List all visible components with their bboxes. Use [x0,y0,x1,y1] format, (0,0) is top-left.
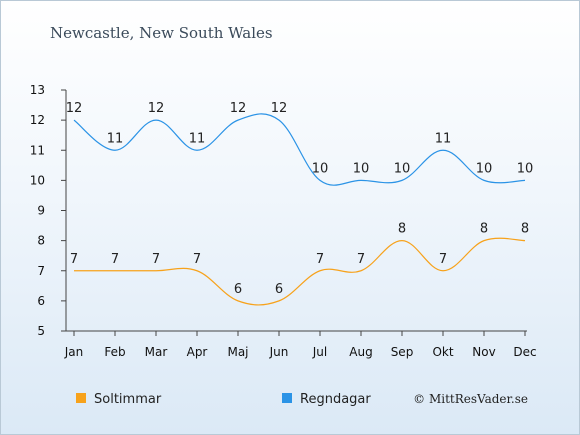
legend-label-soltimmar: Soltimmar [94,392,162,407]
x-tick-label: Mar [145,345,168,359]
data-label-regndagar: 10 [517,161,534,176]
data-label-regndagar: 10 [476,161,493,176]
x-tick-label: Jul [312,345,327,359]
data-label-regndagar: 12 [271,101,288,116]
y-tick-label: 8 [37,234,45,248]
x-tick-label: Jun [269,345,289,359]
data-labels: 7 7 7 7 6 6 7 7 8 7 8 8 12 11 12 11 12 12 10 10 10 11 10 10 [66,101,534,297]
data-label-soltimmar: 8 [480,222,488,237]
data-label-soltimmar: 8 [398,222,406,237]
data-label-soltimmar: 7 [316,252,324,267]
data-label-soltimmar: 7 [193,252,201,267]
data-label-soltimmar: 7 [152,252,160,267]
x-tick-label: Jan [64,345,84,359]
x-tick-label: Nov [472,345,495,359]
x-tick-label: Maj [227,345,248,359]
legend: Soltimmar Regndagar [76,392,371,407]
data-label-regndagar: 12 [148,101,165,116]
chart-axes: 5 6 7 8 9 10 11 12 13 Jan Feb Mar Apr Maj Jun Jul Aug Sep… [30,83,537,359]
series-lines [73,113,526,306]
data-label-regndagar: 12 [66,101,83,116]
y-tick-label: 5 [37,324,45,338]
x-tick-label: Okt [432,345,453,359]
data-label-regndagar: 10 [312,161,329,176]
series-line-soltimmar [73,237,526,306]
copyright-text: © MittResVader.se [413,392,528,406]
y-tick-label: 11 [30,143,45,157]
y-tick-label: 13 [30,83,45,97]
data-label-soltimmar: 6 [275,282,283,297]
y-tick-label: 6 [37,294,45,308]
y-tick-label: 9 [37,204,45,218]
x-tick-label: Apr [187,345,208,359]
data-label-soltimmar: 7 [111,252,119,267]
data-label-regndagar: 10 [353,161,370,176]
data-label-soltimmar: 6 [234,282,242,297]
y-tick-label: 10 [30,173,45,187]
legend-swatch-soltimmar [76,393,86,403]
x-tick-label: Dec [513,345,536,359]
data-label-regndagar: 11 [435,131,452,146]
data-label-regndagar: 11 [107,131,124,146]
x-tick-label: Feb [104,345,125,359]
data-label-regndagar: 10 [394,161,411,176]
chart-title: Newcastle, New South Wales [50,24,273,42]
x-tick-label: Aug [349,345,372,359]
y-tick-label: 12 [30,113,45,127]
data-label-soltimmar: 7 [70,252,78,267]
data-label-regndagar: 11 [189,131,206,146]
legend-label-regndagar: Regndagar [300,392,371,407]
data-label-regndagar: 12 [230,101,247,116]
data-label-soltimmar: 8 [521,222,529,237]
series-line-regndagar [73,113,526,186]
y-tick-label: 7 [37,264,45,278]
legend-swatch-regndagar [282,393,292,403]
data-label-soltimmar: 7 [439,252,447,267]
x-tick-label: Sep [391,345,414,359]
data-label-soltimmar: 7 [357,252,365,267]
